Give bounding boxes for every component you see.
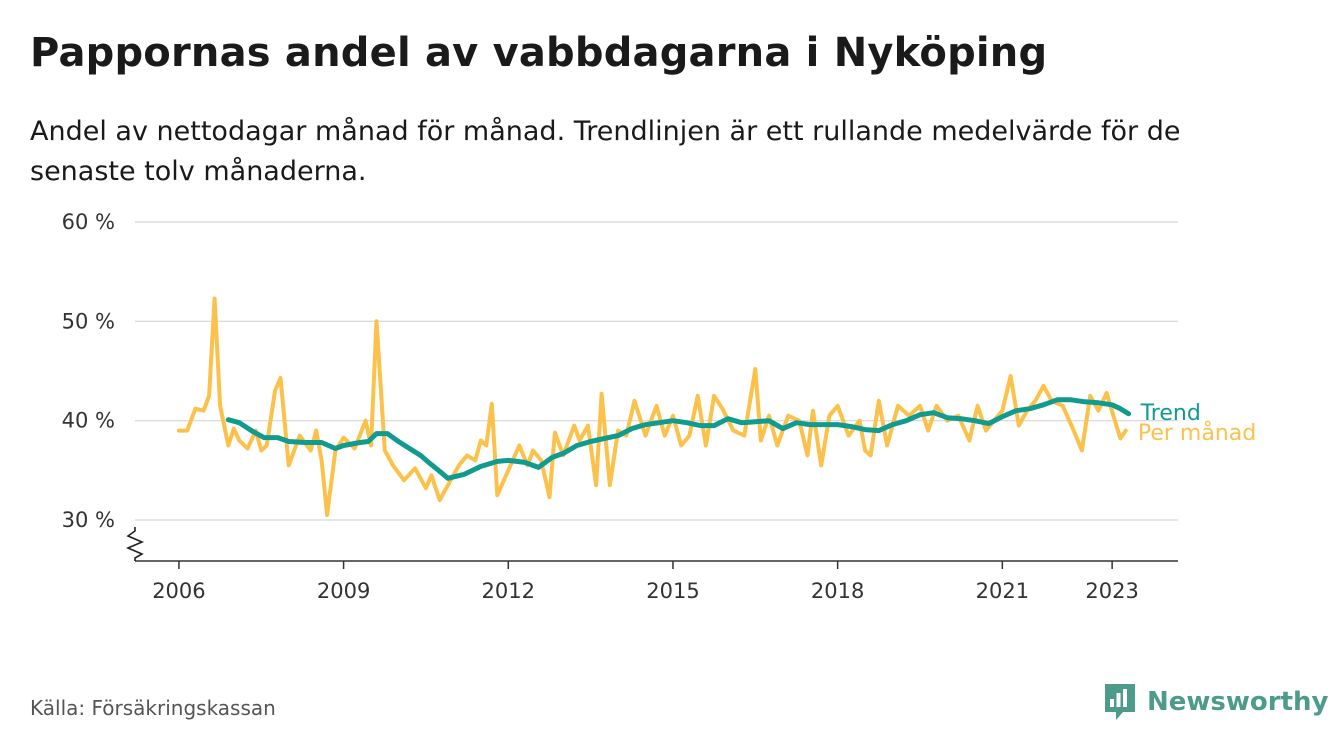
series-label-0: Per månad: [1138, 420, 1256, 446]
x-tick-label: 2006: [152, 579, 205, 603]
x-axis-tick-labels: 2006 2009 2012 2015 2018 2021 2023: [152, 579, 1139, 603]
series-line-0: [176, 296, 1128, 517]
axis-break-icon: [125, 527, 145, 561]
y-tick-label: 30 %: [62, 508, 115, 532]
x-tick-label: 2018: [811, 579, 864, 603]
x-axis: [135, 560, 1178, 569]
chart-title: Pappornas andel av vabbdagarna i Nyköpin…: [30, 30, 1048, 76]
y-axis-tick-labels: 30 % 40 % 50 % 60 %: [62, 210, 115, 532]
series-label-1: Trend: [1140, 401, 1201, 426]
chart-subtitle: Andel av nettodagar månad för månad. Tre…: [30, 116, 1181, 187]
gridlines: [135, 221, 1178, 521]
x-tick-label: 2015: [646, 579, 699, 603]
series-line-1: [225, 397, 1132, 481]
brand-logo: Newsworthy: [1103, 682, 1328, 722]
y-tick-label: 60 %: [62, 210, 115, 234]
y-tick-label: 50 %: [62, 309, 115, 333]
x-tick-label: 2012: [482, 579, 535, 603]
axis-break-zigzag: [125, 527, 145, 561]
newsworthy-logo-icon: [1105, 684, 1135, 720]
x-tick-label: 2021: [976, 579, 1029, 603]
y-tick-label: 40 %: [62, 409, 115, 433]
brand-name: Newsworthy: [1147, 687, 1329, 717]
x-tick-label: 2023: [1085, 579, 1138, 603]
source-note: Källa: Försäkringskassan: [30, 696, 276, 720]
series-lines: [176, 296, 1132, 517]
x-tick-label: 2009: [317, 579, 370, 603]
